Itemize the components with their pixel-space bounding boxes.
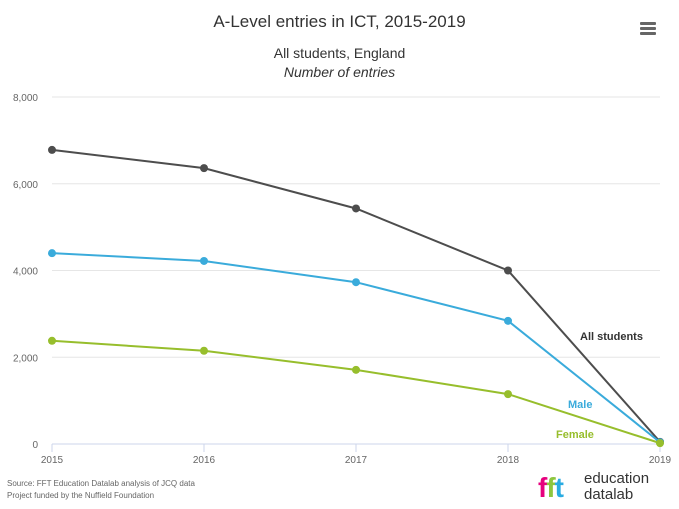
series-line-female <box>51 339 661 445</box>
data-point-male[interactable] <box>504 316 512 325</box>
data-point-all-students[interactable] <box>200 164 208 173</box>
x-axis: 2015 2016 2017 2018 2019 <box>41 443 672 466</box>
y-tick-label: 6,000 <box>13 180 38 191</box>
data-point-female[interactable] <box>352 365 360 374</box>
source-line2: Project funded by the Nuffield Foundatio… <box>7 491 155 500</box>
data-point-all-students[interactable] <box>504 266 512 275</box>
series-labels: All students Male Female <box>556 331 643 441</box>
logo-word-datalab: datalab <box>584 486 634 503</box>
x-tick-label: 2016 <box>193 455 216 466</box>
series-lines <box>48 145 664 448</box>
x-tick-label: 2017 <box>345 455 368 466</box>
data-point-female[interactable] <box>200 346 208 355</box>
data-point-male[interactable] <box>200 256 208 265</box>
logo-mark: fft <box>538 472 564 503</box>
data-point-male[interactable] <box>352 278 360 287</box>
data-point-female[interactable] <box>48 336 56 345</box>
data-point-all-students[interactable] <box>48 145 56 154</box>
series-label-all-students: All students <box>580 331 643 343</box>
source-note: Source: FFT Education Datalab analysis o… <box>7 478 195 502</box>
source-line1: Source: FFT Education Datalab analysis o… <box>7 479 195 488</box>
data-point-male[interactable] <box>48 249 56 258</box>
chart-subtitle-line2: Number of entries <box>283 64 396 80</box>
fft-education-datalab-logo: fft education datalab <box>538 471 673 505</box>
series-label-female: Female <box>556 429 594 441</box>
chart-subtitle: All students, England Number of entries <box>0 44 679 82</box>
series-label-male: Male <box>568 399 592 411</box>
hamburger-menu-icon[interactable] <box>638 20 658 38</box>
grid-lines <box>52 96 660 358</box>
data-point-all-students[interactable] <box>352 204 360 213</box>
data-point-female[interactable] <box>656 439 664 448</box>
x-tick-label: 2018 <box>497 455 520 466</box>
logo-word-education: education <box>584 470 650 487</box>
y-axis-ticks: 0 2,000 4,000 6,000 8,000 <box>13 93 38 451</box>
y-tick-label: 0 <box>32 440 38 451</box>
chart-subtitle-line1: All students, England <box>273 45 406 61</box>
logo-words: education datalab <box>584 471 649 503</box>
y-tick-label: 4,000 <box>13 267 38 278</box>
data-point-female[interactable] <box>504 390 512 399</box>
y-tick-label: 8,000 <box>13 93 38 104</box>
chart-title: A-Level entries in ICT, 2015-2019 <box>213 12 466 31</box>
x-tick-label: 2019 <box>649 455 672 466</box>
x-tick-label: 2015 <box>41 455 64 466</box>
y-tick-label: 2,000 <box>13 353 38 364</box>
